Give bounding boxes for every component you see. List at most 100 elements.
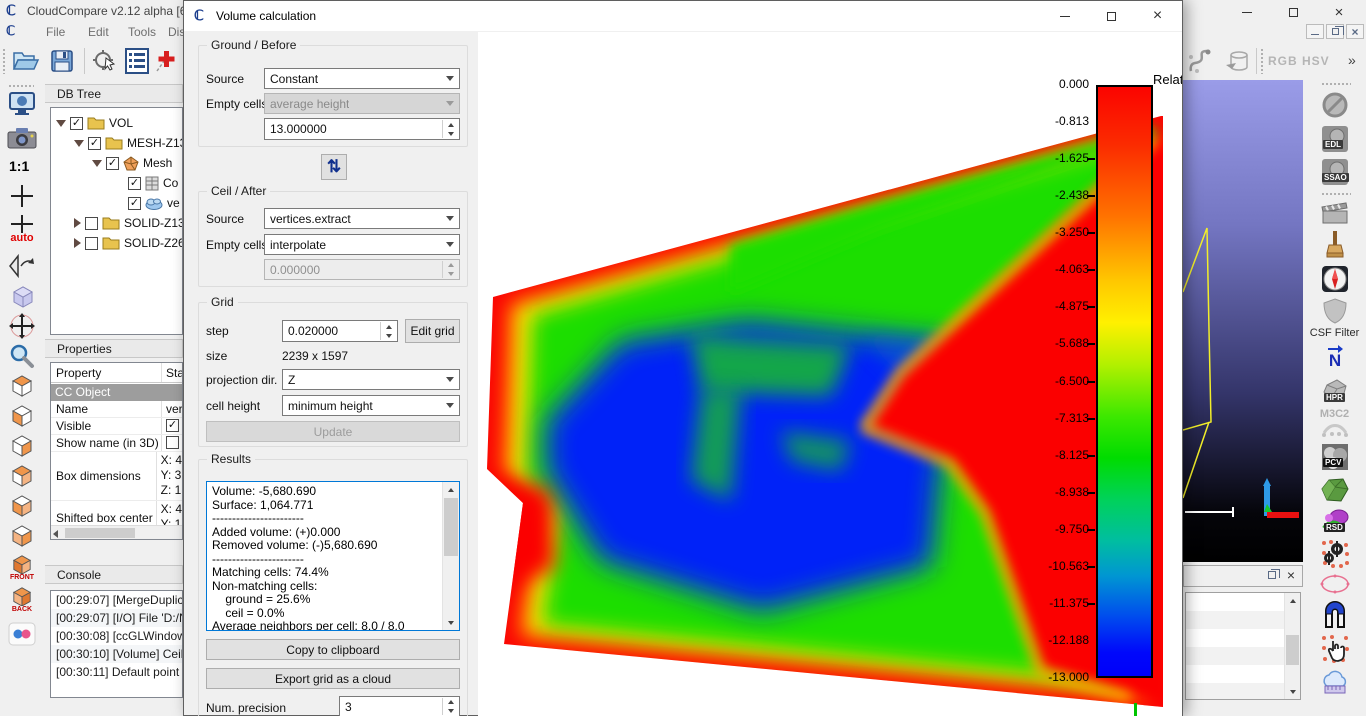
prop-row-show-name[interactable]: Show name (in 3D) [51, 435, 182, 452]
tree-item-vol[interactable]: ✓ VOL [56, 113, 133, 133]
menu-tools[interactable]: Tools [128, 25, 157, 39]
tree-item-mesh[interactable]: ✓ Mesh [92, 153, 172, 173]
num-precision-spinbox[interactable]: 3 [339, 696, 460, 716]
clean-plugin-button[interactable] [1320, 230, 1350, 260]
point-picking-button[interactable] [152, 45, 182, 77]
console-header[interactable]: Console [45, 565, 183, 584]
close-button[interactable]: × [1334, 3, 1344, 21]
view-iso-front-button[interactable]: FRONT [7, 552, 37, 582]
spinner-buttons[interactable] [442, 698, 458, 715]
view-front-button[interactable] [7, 402, 37, 430]
properties-list-button[interactable] [122, 45, 152, 77]
checkbox[interactable]: ✓ [128, 176, 141, 190]
tree-item-contour[interactable]: ✓ Co [128, 176, 179, 190]
pick-entity-button[interactable] [90, 45, 120, 77]
properties-hscrollbar[interactable] [51, 525, 182, 539]
dialog-close-button[interactable]: × [1152, 7, 1163, 24]
mdi-close-button[interactable]: × [1346, 24, 1364, 39]
normals-plugin-button[interactable]: N [1320, 342, 1350, 372]
view-top-button[interactable] [7, 372, 37, 400]
expander-icon[interactable] [92, 159, 102, 167]
grid-preview-area[interactable]: Relative height 0.000 -0.813 -1.625 -2.4… [478, 32, 1182, 716]
checkbox[interactable] [85, 236, 98, 250]
console-panel[interactable]: [00:29:07] [MergeDuplicat [00:29:07] [I/… [50, 590, 183, 698]
swap-ground-ceil-button[interactable]: ⇅ [321, 154, 347, 180]
dialog-maximize-button[interactable] [1088, 1, 1134, 31]
export-grid-button[interactable]: Export grid as a cloud [206, 668, 460, 689]
view-right-button[interactable] [7, 492, 37, 520]
checkbox[interactable]: ✓ [88, 136, 101, 150]
pcv-plugin-button[interactable]: PCV [1320, 442, 1350, 472]
tree-item-solid-z13[interactable]: SOLID-Z13 [74, 213, 182, 233]
facets-plugin-button[interactable] [1320, 476, 1350, 504]
cell-height-combobox[interactable]: minimum height [282, 395, 460, 416]
rsd-plugin-button[interactable]: RSD [1320, 506, 1350, 536]
expander-icon[interactable] [74, 139, 84, 147]
rotate-view-button[interactable] [7, 252, 37, 280]
db-tree-panel[interactable]: ✓ VOL ✓ MESH-Z13 ✓ Mesh ✓ Co ✓ ve [50, 107, 183, 335]
show-name-checkbox[interactable] [166, 436, 179, 449]
center-view-button[interactable] [7, 182, 37, 210]
expander-icon[interactable] [74, 218, 81, 228]
zoom-button[interactable] [7, 342, 37, 370]
tree-item-vertices[interactable]: ✓ ve [128, 196, 180, 210]
panel-float-button[interactable] [1268, 569, 1280, 579]
open-file-button[interactable] [10, 45, 42, 77]
view-back-button[interactable] [7, 462, 37, 490]
rotate-entity-button[interactable] [1222, 46, 1250, 76]
csf-filter-button[interactable]: CSF Filter [1309, 327, 1360, 339]
db-tree-header[interactable]: DB Tree [45, 84, 183, 103]
docked-list-panel[interactable] [1185, 592, 1301, 700]
mdi-restore-button[interactable] [1326, 24, 1344, 39]
hpr-plugin-button[interactable]: HPR [1320, 376, 1350, 406]
visible-checkbox[interactable]: ✓ [166, 419, 179, 432]
edit-grid-button[interactable]: Edit grid [405, 319, 460, 343]
properties-panel[interactable]: Property Stat CC Object Name vert Visibl… [50, 362, 183, 540]
checkbox[interactable]: ✓ [128, 196, 141, 210]
ceil-source-combobox[interactable]: vertices.extract [264, 208, 460, 229]
scroll-left-arrow[interactable] [53, 530, 58, 538]
precision-maps-plugin-button[interactable] [1320, 538, 1350, 570]
interpolate-scalar-button[interactable] [1186, 46, 1214, 76]
expander-icon[interactable] [56, 119, 66, 127]
checkbox[interactable] [85, 216, 98, 230]
docked-panel-header[interactable]: × [1183, 565, 1303, 587]
checkbox[interactable]: ✓ [106, 156, 119, 170]
hsv-filter-button[interactable]: HSV [1302, 54, 1330, 68]
docked-list-scrollbar[interactable] [1284, 593, 1300, 699]
spinner-buttons[interactable] [442, 120, 458, 138]
perspective-cube-button[interactable] [7, 282, 37, 310]
view-left-button[interactable] [7, 432, 37, 460]
edl-shader-button[interactable]: EDL [1320, 124, 1350, 154]
dialog-minimize-button[interactable] [1042, 1, 1088, 31]
animation-plugin-button[interactable] [1320, 198, 1350, 226]
ssao-shader-button[interactable]: SSAO [1320, 157, 1350, 187]
view-bottom-button[interactable] [7, 522, 37, 550]
checkbox[interactable]: ✓ [70, 116, 83, 130]
results-textbox[interactable]: Volume: -5,680.690 Surface: 1,064.771 --… [206, 481, 460, 631]
projection-dir-combobox[interactable]: Z [282, 369, 460, 390]
maximize-button[interactable] [1270, 0, 1316, 24]
pan-view-button[interactable] [7, 312, 37, 340]
stereo-mode-button[interactable] [7, 620, 37, 648]
minimize-button[interactable] [1224, 0, 1270, 24]
ceil-empty-cells-combobox[interactable]: interpolate [264, 234, 460, 255]
prop-row-name[interactable]: Name vert [51, 401, 182, 418]
screenshot-button[interactable] [7, 124, 37, 152]
ellipse-tool-button[interactable] [1320, 572, 1350, 596]
auto-pick-center-button[interactable]: auto [7, 212, 37, 246]
ground-constant-height-spinbox[interactable]: 13.000000 [264, 118, 460, 140]
menu-file[interactable]: File [46, 25, 66, 39]
mdi-minimize-button[interactable] [1306, 24, 1324, 39]
spinner-buttons[interactable] [380, 322, 396, 340]
hscroll-thumb[interactable] [65, 528, 135, 538]
save-button[interactable] [46, 45, 78, 77]
zoom-1-1-button[interactable]: 1:1 [9, 158, 30, 174]
compass-plugin-button[interactable] [1320, 264, 1350, 294]
magnet-tool-button[interactable] [1320, 598, 1350, 630]
prop-row-visible[interactable]: Visible ✓ [51, 418, 182, 435]
tree-item-solid-z26[interactable]: SOLID-Z26 [74, 233, 182, 253]
panel-close-button[interactable]: × [1286, 567, 1295, 583]
display-settings-button[interactable] [7, 90, 37, 118]
results-scrollbar[interactable] [442, 482, 459, 630]
